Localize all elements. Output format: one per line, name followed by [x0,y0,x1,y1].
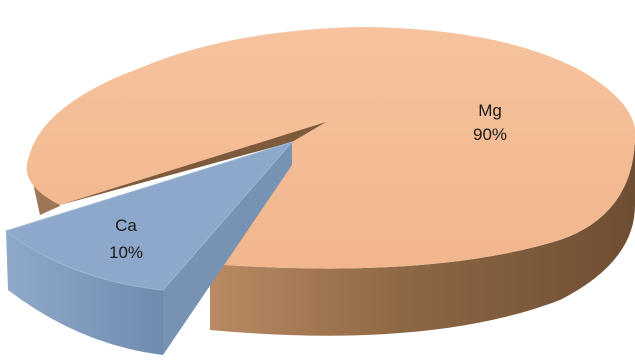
slice-ca-side [6,231,163,355]
slice-ca-cut-face [163,142,292,355]
slice-ca-top [4,140,294,291]
slice-mg-percent: 90% [473,125,507,144]
slice-mg: Mg 90% [26,27,635,336]
slice-ca: Ca 10% [4,140,294,355]
slice-mg-cut-edge [60,122,326,205]
slice-ca-label: Ca [115,216,137,235]
slice-mg-label: Mg [478,101,502,120]
slice-mg-top [26,27,635,269]
slice-mg-side [210,140,635,336]
slice-ca-percent: 10% [109,243,143,262]
